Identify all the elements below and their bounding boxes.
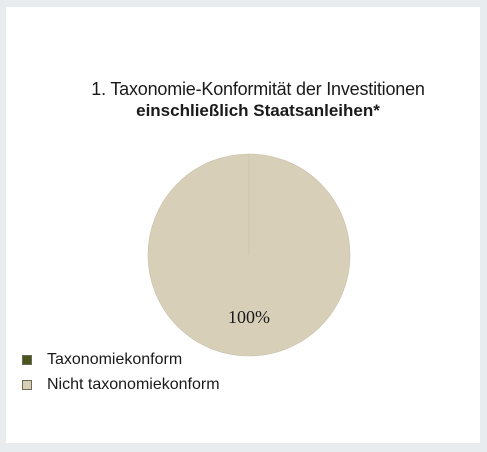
slice-label-nicht-taxonomiekonform: 100% <box>228 307 270 327</box>
legend-label-taxonomiekonform: Taxonomiekonform <box>47 350 183 368</box>
legend-item-nicht-taxonomiekonform: Nicht taxonomiekonform <box>22 372 220 397</box>
chart-title-line-1: 1. Taxonomie-Konformität der Investition… <box>91 79 425 99</box>
legend-item-taxonomiekonform: Taxonomiekonform <box>22 347 220 372</box>
pie-chart: 100% <box>147 153 351 357</box>
legend-swatch-taxonomiekonform <box>22 354 32 365</box>
legend-label-nicht-taxonomiekonform: Nicht taxonomiekonform <box>47 375 220 393</box>
legend-swatch-nicht-taxonomiekonform <box>22 379 32 390</box>
legend: Taxonomiekonform Nicht taxonomiekonform <box>22 347 220 397</box>
chart-title-line-2: einschließlich Staatsanleihen* <box>136 101 380 120</box>
chart-title: 1. Taxonomie-Konformität der Investition… <box>6 79 480 121</box>
